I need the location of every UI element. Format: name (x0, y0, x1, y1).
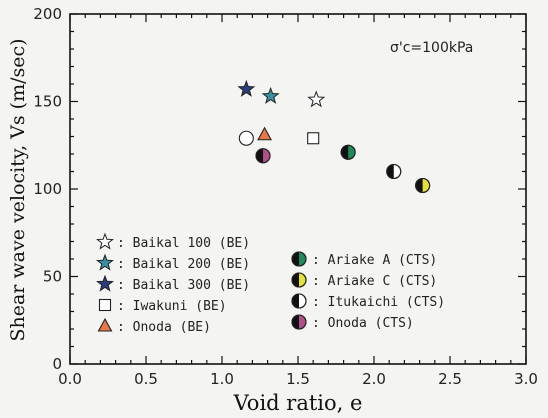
x-tick-label: 1.5 (286, 370, 310, 388)
data-point-5-0 (340, 144, 356, 160)
y-tick-label: 50 (43, 268, 62, 286)
x-tick-label: 3.0 (514, 370, 538, 388)
legend-label: : Onoda (BE) (117, 320, 211, 335)
legend-marker-r3 (291, 314, 307, 330)
legend-marker-r0 (291, 251, 307, 267)
legend-label: : Ariake A (CTS) (312, 253, 437, 268)
legend-marker-r2 (291, 293, 307, 309)
data-point-0-0 (307, 90, 326, 108)
x-tick-label: 0.5 (134, 370, 158, 388)
legend-label: : Ariake C (CTS) (312, 274, 437, 289)
y-axis-label: Shear wave velocity, Vs (m/sec) (7, 38, 29, 341)
y-tick-label: 200 (33, 5, 62, 23)
legend-label: : Itukaichi (CTS) (312, 295, 445, 310)
data-point-6-0 (415, 177, 431, 194)
data-point-9-0 (238, 130, 254, 146)
x-tick-label: 0.0 (58, 370, 82, 388)
stress-annotation: σ'c=100kPa (390, 40, 473, 56)
legend-marker-0 (96, 232, 114, 250)
x-tick-label: 1.0 (210, 370, 234, 388)
data-points (237, 79, 431, 194)
ticks (69, 13, 527, 365)
data-point-1-0 (261, 86, 280, 104)
legend-label: : Baikal 200 (BE) (117, 257, 250, 272)
legend-marker-2 (96, 274, 114, 292)
x-tick-label: 2.0 (362, 370, 386, 388)
legend-label: : Baikal 300 (BE) (117, 278, 250, 293)
data-point-3-0 (307, 132, 320, 145)
legend-label: : Onoda (CTS) (312, 316, 414, 331)
y-tick-label: 100 (33, 180, 62, 198)
tick-labels: 0.0 0.5 1.0 1.5 2.0 2.5 3.0 0 50 100 150 200 (33, 5, 538, 388)
legend: : Baikal 100 (BE) : Baikal 200 (BE) : Baik… (96, 232, 445, 335)
y-tick-label: 150 (33, 93, 62, 111)
legend-marker-3 (98, 298, 112, 312)
data-point-8-0 (255, 148, 271, 164)
data-point-7-0 (386, 163, 402, 180)
y-tick-label: 0 (52, 355, 62, 373)
legend-marker-4 (97, 317, 113, 332)
legend-marker-r1 (291, 272, 307, 288)
x-axis-label: Void ratio, e (233, 391, 363, 415)
legend-label: : Iwakuni (BE) (117, 299, 227, 314)
data-point-2-0 (237, 79, 256, 97)
data-point-4-0 (257, 126, 272, 141)
legend-label: : Baikal 100 (BE) (117, 236, 250, 251)
x-tick-label: 2.5 (438, 370, 462, 388)
legend-marker-1 (96, 253, 114, 271)
